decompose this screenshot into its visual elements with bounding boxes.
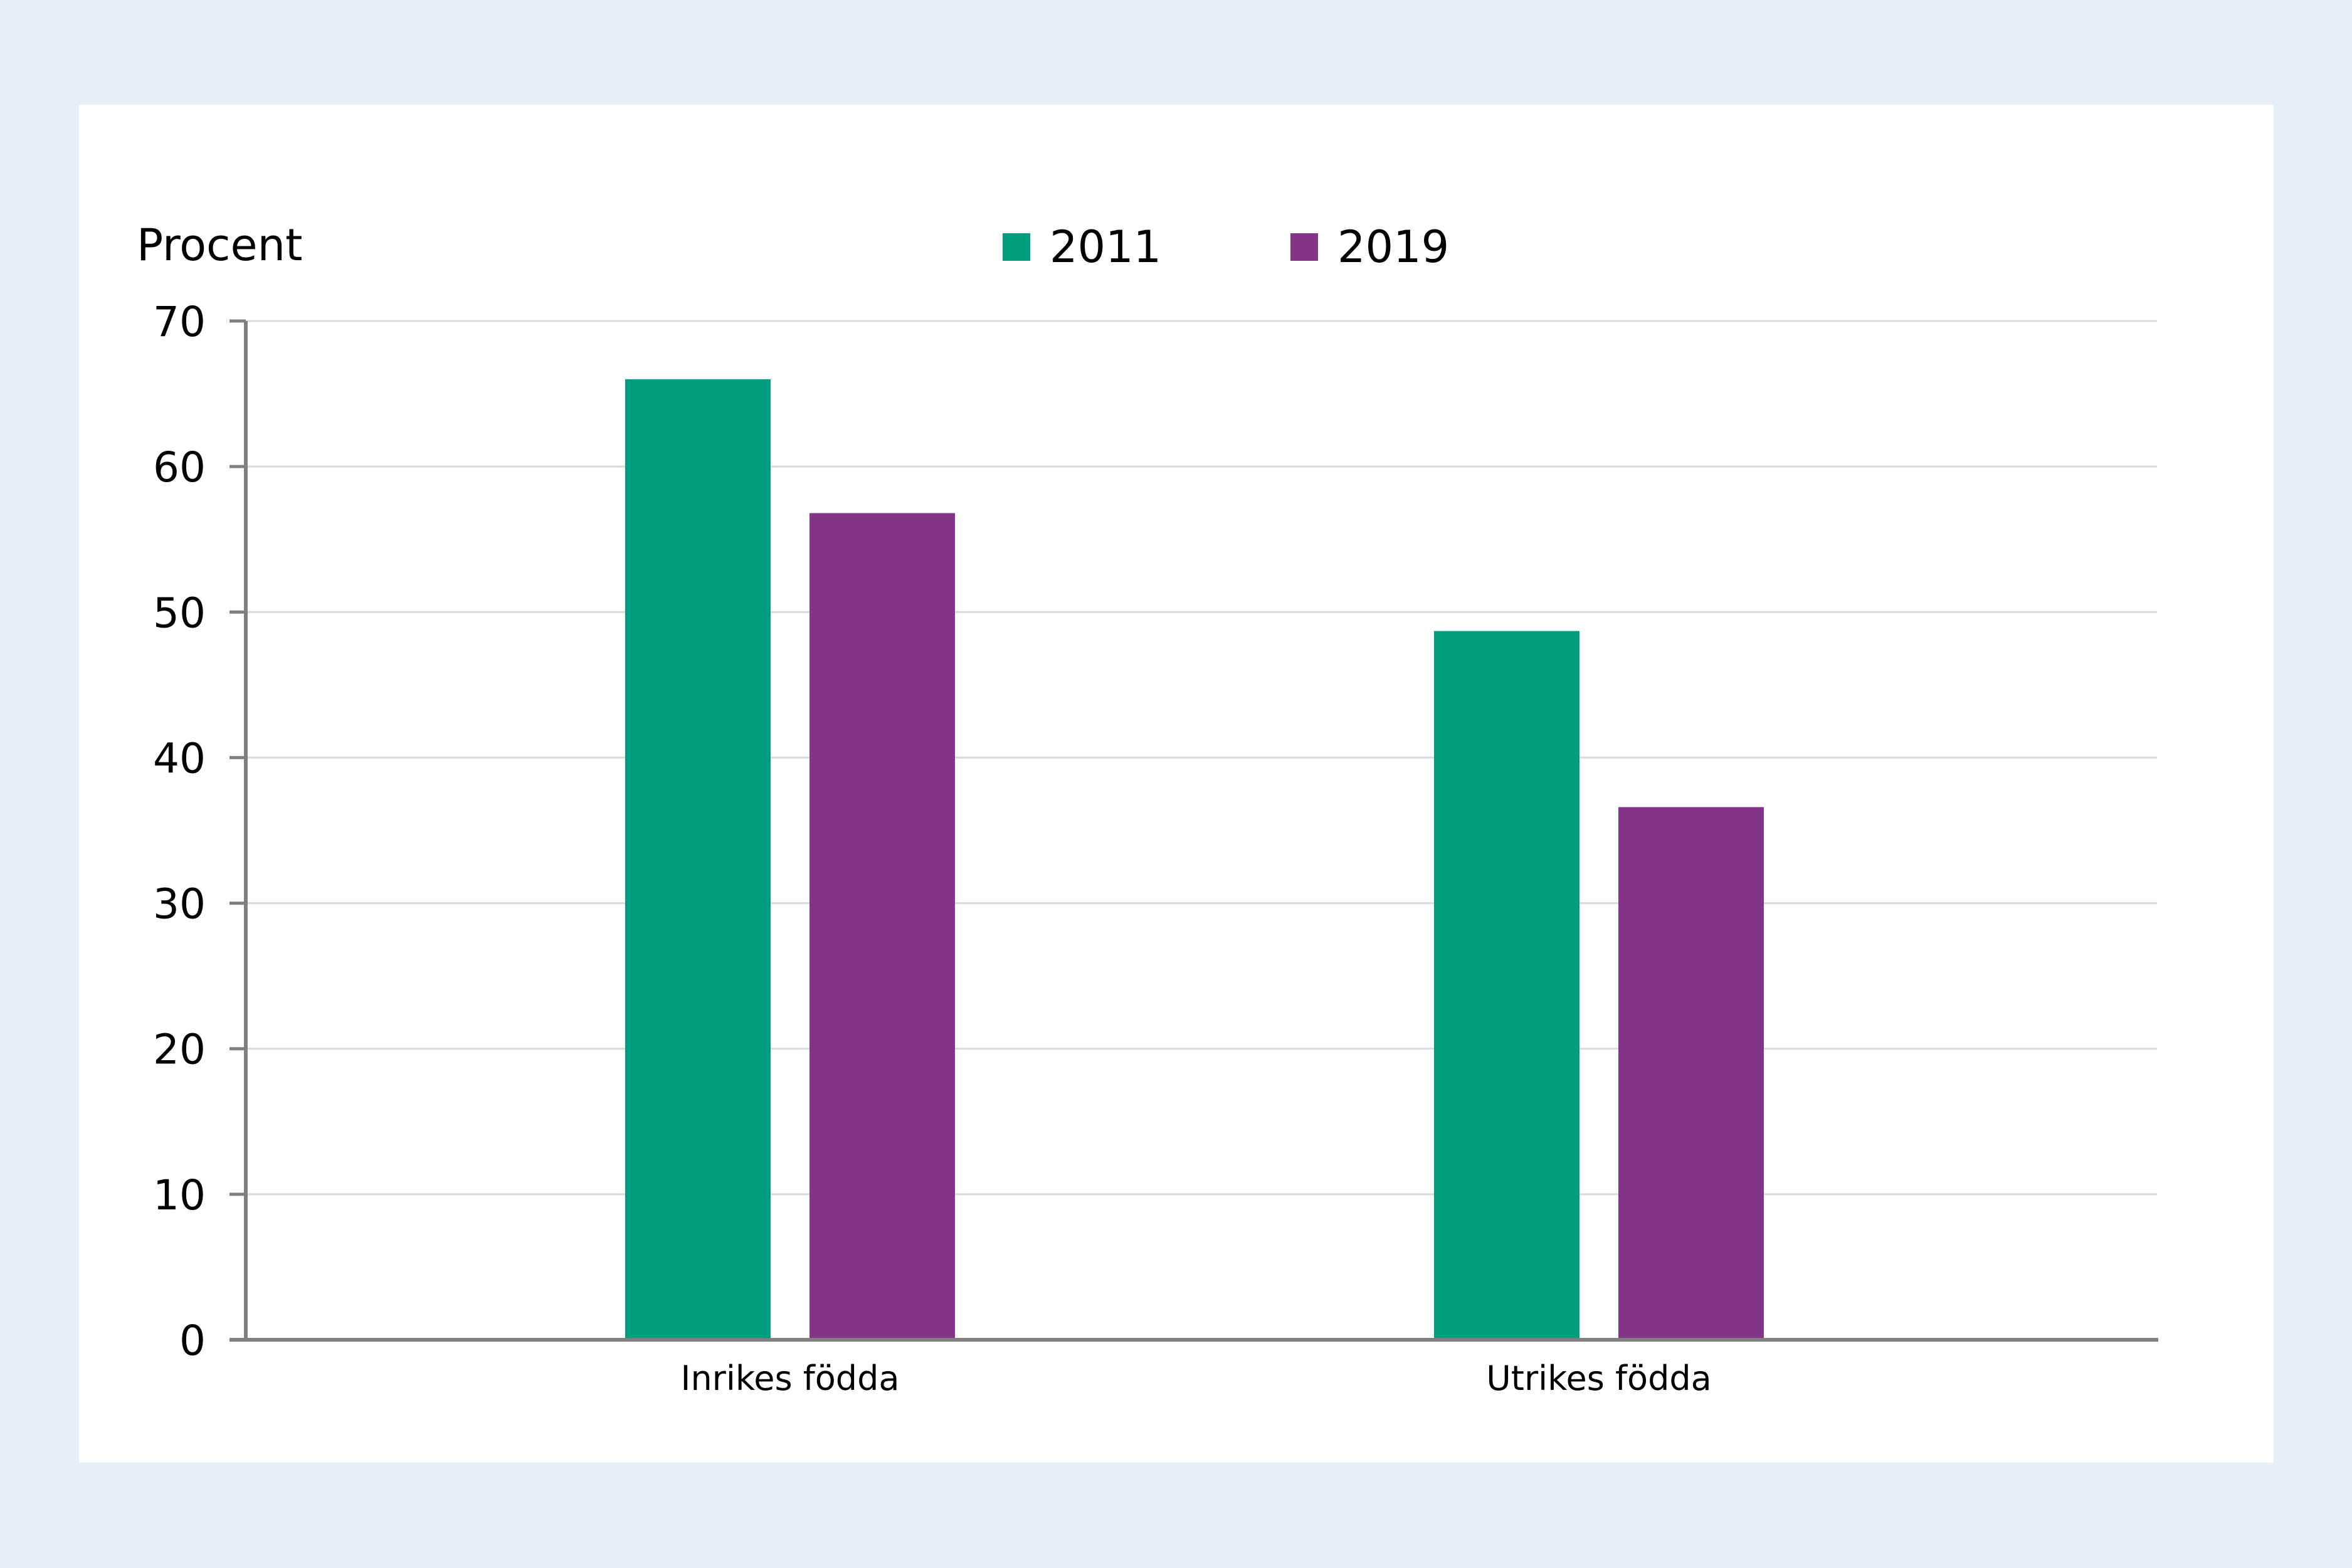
x-category-label: Inrikes födda [681, 1359, 900, 1398]
legend: 2011 2019 [1003, 221, 1449, 273]
y-tick-label: 60 [153, 443, 206, 492]
gridlines [246, 320, 2157, 1196]
legend-label-2019: 2019 [1337, 221, 1449, 273]
bar-2011-utrikes [1434, 631, 1579, 1340]
labels: 0 10 20 30 40 50 60 70 Inrikes födda Utrikes född… [153, 298, 1712, 1398]
y-tick-label: 20 [153, 1026, 206, 1074]
x-category-label: Utrikes födda [1486, 1359, 1711, 1398]
axes [229, 319, 2158, 1342]
chart-panel [79, 105, 2274, 1463]
y-tick-label: 0 [179, 1317, 206, 1365]
y-axis-label: Procent [137, 219, 302, 271]
y-tick-label: 40 [153, 734, 206, 782]
bar-2011-inrikes [625, 379, 771, 1340]
bar-2019-utrikes [1618, 807, 1764, 1340]
y-tick-label: 30 [153, 880, 206, 929]
y-tick-label: 50 [153, 589, 206, 637]
legend-swatch-2019 [1290, 233, 1318, 261]
y-tick-label: 70 [153, 298, 206, 346]
y-tick-label: 10 [153, 1171, 206, 1219]
legend-label-2011: 2011 [1050, 221, 1161, 273]
bars [625, 379, 1764, 1340]
legend-swatch-2011 [1003, 233, 1030, 261]
bar-2019-inrikes [809, 513, 955, 1340]
